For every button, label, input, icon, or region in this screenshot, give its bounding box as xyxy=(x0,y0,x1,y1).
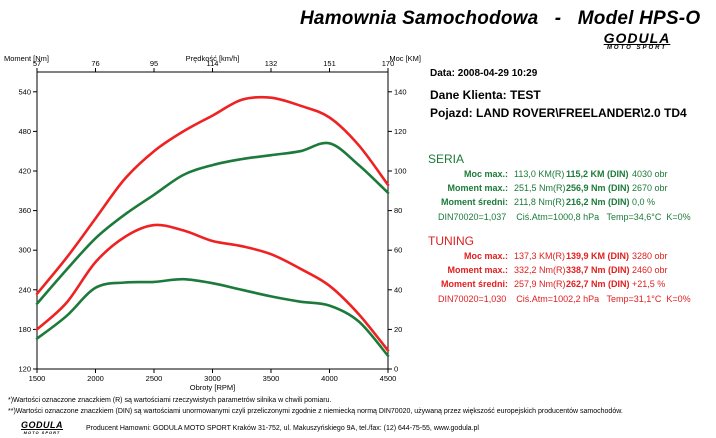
x-tick-label: 4500 xyxy=(380,374,397,383)
top-tick-label: 132 xyxy=(265,59,278,68)
y-right-tick-label: 60 xyxy=(394,246,402,255)
row-value-din: 216,2 Nm (DIN) xyxy=(566,197,630,207)
y-right-tick-label: 0 xyxy=(394,365,398,374)
row-value-din: 338,7 Nm (DIN) xyxy=(566,265,630,275)
row-label: Moment średni: xyxy=(440,279,508,289)
y-left-tick-label: 300 xyxy=(18,246,31,255)
top-tick-label: 170 xyxy=(382,59,395,68)
y-right-tick-label: 40 xyxy=(394,285,402,294)
row-value-r: 332,2 Nm(R) xyxy=(514,265,566,275)
footnote-r: *)Wartości oznaczone znaczkiem (R) są wa… xyxy=(8,397,332,404)
row-extra: 2670 obr xyxy=(632,183,668,193)
y-left-tick-label: 180 xyxy=(18,325,31,334)
y-right-tick-label: 80 xyxy=(394,206,402,215)
y-left-tick-label: 240 xyxy=(18,285,31,294)
x-tick-label: 3500 xyxy=(263,374,280,383)
logo-subtitle: MOTO SPORT xyxy=(23,430,61,435)
y-right-tick-label: 140 xyxy=(394,87,407,96)
logo-word: GODULA xyxy=(21,420,63,430)
row-label: Moc max.: xyxy=(463,169,508,179)
seria-section-title: SERIA xyxy=(428,152,465,166)
top-tick-label: 76 xyxy=(91,59,99,68)
top-tick-label: 151 xyxy=(323,59,336,68)
row-value-din: 262,7 Nm (DIN) xyxy=(566,279,630,289)
row-label: Moment max.: xyxy=(447,265,508,275)
row-extra: +21,5 % xyxy=(632,279,666,289)
producer-line: Producent Hamowni: GODULA MOTO SPORT Kra… xyxy=(86,425,479,432)
page-title: Hamownia Samochodowa - Model HPS-O xyxy=(300,8,701,29)
seria-torque-line xyxy=(35,277,390,358)
measurement-date: Data: 2008-04-29 10:29 xyxy=(430,68,538,79)
y-left-tick-label: 540 xyxy=(18,87,31,96)
y-right-tick-label: 120 xyxy=(394,127,407,136)
y-right-axis-label: Moc [KM] xyxy=(389,54,421,63)
y-right-tick-label: 20 xyxy=(394,325,402,334)
row-value-din: 139,9 KM (DIN) xyxy=(566,251,630,261)
x-tick-label: 4000 xyxy=(321,374,338,383)
tuning-din-line: DIN70020=1,030 Ciś.Atm=1002,2 hPa Temp=3… xyxy=(438,294,691,304)
x-tick-label: 2500 xyxy=(146,374,163,383)
x-tick-label: 1500 xyxy=(29,374,46,383)
godula-logo-small: GODULA MOTO SPORT xyxy=(12,420,72,436)
row-label: Moment max.: xyxy=(447,183,508,193)
x-tick-label: 2000 xyxy=(87,374,104,383)
x-axis-label: Obroty [RPM] xyxy=(190,383,235,392)
row-extra: 4030 obr xyxy=(632,169,668,179)
tuning-power-line xyxy=(35,95,390,296)
row-extra: 0,0 % xyxy=(632,197,656,207)
row-extra: 3280 obr xyxy=(632,251,668,261)
seria-power-line xyxy=(35,141,390,305)
seria-din-line: DIN70020=1,037 Ciś.Atm=1000,8 hPa Temp=3… xyxy=(438,212,691,222)
row-label: Moment średni: xyxy=(440,197,508,207)
x-tick-label: 3000 xyxy=(204,374,221,383)
logo-word: GODULA xyxy=(603,30,671,46)
vehicle-name: Pojazd: LAND ROVER\FREELANDER\2.0 TD4 xyxy=(430,106,687,120)
row-value-din: 115,2 KM (DIN) xyxy=(566,169,629,179)
tuning-torque-line xyxy=(35,223,390,352)
row-extra: 2460 obr xyxy=(632,265,668,275)
top-tick-label: 95 xyxy=(150,59,158,68)
y-left-axis-label: Moment [Nm] xyxy=(4,54,49,63)
row-value-r: 211,8 Nm(R) xyxy=(514,197,565,207)
y-left-tick-label: 360 xyxy=(18,206,31,215)
footnote-din: **)Wartości oznaczone znaczkiem (DIN) są… xyxy=(8,408,623,415)
row-value-din: 256,9 Nm (DIN) xyxy=(566,183,630,193)
row-value-r: 113,0 KM(R) xyxy=(514,169,565,179)
row-value-r: 137,3 KM(R) xyxy=(514,251,566,261)
tuning-section-title: TUNING xyxy=(428,234,474,248)
godula-logo: GODULA MOTO SPORT xyxy=(592,31,682,52)
y-right-tick-label: 100 xyxy=(394,167,407,176)
row-value-r: 257,9 Nm(R) xyxy=(514,279,566,289)
logo-subtitle: MOTO SPORT xyxy=(606,45,668,51)
client-name: Dane Klienta: TEST xyxy=(430,88,541,102)
y-left-tick-label: 480 xyxy=(18,127,31,136)
y-left-tick-label: 120 xyxy=(18,365,31,374)
top-axis-label: Prędkość [km/h] xyxy=(186,54,240,63)
top-tick-label: 114 xyxy=(207,59,219,68)
row-label: Moc max.: xyxy=(463,251,508,261)
row-value-r: 251,5 Nm(R) xyxy=(514,183,566,193)
y-left-tick-label: 420 xyxy=(18,167,31,176)
top-tick-label: 57 xyxy=(33,59,41,68)
